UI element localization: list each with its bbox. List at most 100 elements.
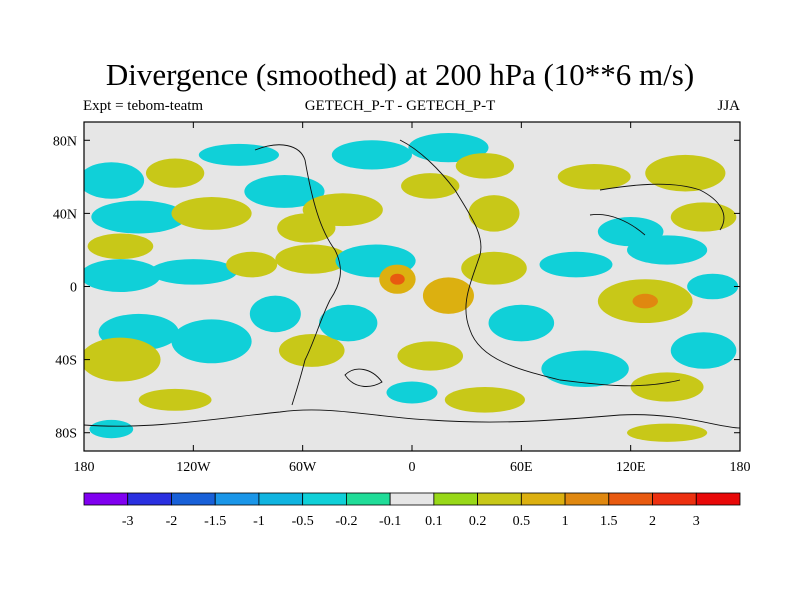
colorbar-label: -0.1 xyxy=(379,514,401,529)
colorbar: -3 -2 -1.5 -1 -0.5 -0.2 -0.1 0.1 0.2 0.5 1 1.5 2 3 xyxy=(83,492,741,529)
colorbar-box-6 xyxy=(345,492,391,506)
subtitle-season: JJA xyxy=(717,98,740,114)
field-region-5 xyxy=(171,196,252,230)
field-region-0 xyxy=(84,162,145,199)
field-region-1 xyxy=(145,158,205,188)
field-region-15 xyxy=(645,154,726,192)
east-continent-coastline xyxy=(599,183,725,231)
colorbar-box-1 xyxy=(127,492,172,506)
x-axis: 180 120W 60W 0 60E 120E 180 xyxy=(74,122,751,475)
field-region-40 xyxy=(541,350,629,388)
y-tick-label: 80N xyxy=(53,134,77,149)
x-tick-label: 180 xyxy=(74,460,95,475)
field-region-18 xyxy=(84,259,161,292)
colorbar-box-12 xyxy=(608,492,653,506)
field-region-45 xyxy=(386,381,438,404)
field-region-14 xyxy=(557,164,631,190)
field-region-21 xyxy=(275,244,349,274)
colorbar-label: -1.5 xyxy=(204,514,226,529)
x-tick-label: 120W xyxy=(176,460,211,475)
field-region-25 xyxy=(422,277,474,314)
colorbar-box-13 xyxy=(652,492,697,506)
colorbar-label: 2 xyxy=(649,514,656,529)
colorbar-label: 0.5 xyxy=(513,514,531,529)
field-region-8 xyxy=(302,193,383,227)
northeast-island-coastline xyxy=(589,214,646,236)
y-tick-label: 80S xyxy=(55,427,77,442)
field-region-10 xyxy=(408,132,489,163)
plot-area: 80N 40N 0 40S 80S 180 120W 60W 0 60E 120E 180 xyxy=(53,121,751,475)
colorbar-box-4 xyxy=(258,492,304,506)
y-tick-label: 40S xyxy=(55,354,77,369)
field-region-47 xyxy=(627,423,708,442)
colorbar-box-9 xyxy=(477,492,522,506)
antarctic-coastline xyxy=(84,409,740,429)
field-region-6 xyxy=(244,175,325,208)
field-region-26 xyxy=(461,251,527,285)
field-region-4 xyxy=(87,233,154,260)
central-continent-coastline xyxy=(399,139,681,387)
west-continent-coastline xyxy=(254,144,341,406)
subtitle-experiment: Expt = tebom-teatm xyxy=(83,98,204,114)
colorbar-label: -1 xyxy=(253,514,265,529)
field-region-12 xyxy=(455,153,515,179)
field-region-41 xyxy=(670,332,737,369)
x-tick-label: 180 xyxy=(730,460,751,475)
x-tick-label: 120E xyxy=(616,460,646,475)
field-region-36 xyxy=(278,334,345,367)
field-region-31 xyxy=(632,293,658,309)
chart-title: Divergence (smoothed) at 200 hPa (10**6 … xyxy=(105,57,695,92)
field-region-11 xyxy=(401,173,460,199)
field-region-24 xyxy=(390,273,405,285)
x-tick-label: 0 xyxy=(409,460,416,475)
colorbar-box-7 xyxy=(389,492,435,506)
colorbar-box-0 xyxy=(83,492,129,506)
field-region-33 xyxy=(84,337,161,382)
field-region-38 xyxy=(397,341,464,371)
colorbar-box-11 xyxy=(564,492,610,506)
colorbar-label: -3 xyxy=(122,514,134,529)
field-region-34 xyxy=(171,319,252,364)
field-region-2 xyxy=(198,143,279,166)
field-region-29 xyxy=(687,273,739,300)
field-region-35 xyxy=(249,295,301,333)
coastlines xyxy=(84,139,740,429)
subtitle-datasets: GETECH_P-T - GETECH_P-T xyxy=(304,98,496,114)
field-region-46 xyxy=(89,419,134,439)
x-tick-label: 60E xyxy=(510,460,533,475)
field-region-19 xyxy=(149,259,238,285)
colorbar-label: -2 xyxy=(166,514,178,529)
colorbar-label: -0.2 xyxy=(335,514,357,529)
colorbar-box-8 xyxy=(433,492,479,506)
colorbar-label: 0.1 xyxy=(425,514,443,529)
field-region-9 xyxy=(331,140,412,170)
field-region-13 xyxy=(468,195,520,232)
field-region-16 xyxy=(670,202,737,232)
colorbar-box-10 xyxy=(520,492,566,506)
colorbar-label: 3 xyxy=(693,514,700,529)
x-tick-label: 60W xyxy=(289,460,317,475)
y-axis: 80N 40N 0 40S 80S xyxy=(53,134,740,442)
field-region-20 xyxy=(226,251,278,278)
colorbar-box-2 xyxy=(171,492,216,506)
field-region-42 xyxy=(630,372,704,402)
y-tick-label: 0 xyxy=(70,281,77,296)
colorbar-box-14 xyxy=(695,492,741,506)
southern-island-coastline xyxy=(344,368,383,387)
y-tick-label: 40N xyxy=(53,207,77,222)
field-region-3 xyxy=(91,200,187,234)
colorbar-label: 0.2 xyxy=(469,514,487,529)
colorbar-label: 1 xyxy=(562,514,569,529)
colorbar-box-5 xyxy=(302,492,347,506)
divergence-field xyxy=(84,132,739,442)
colorbar-label: 1.5 xyxy=(600,514,618,529)
colorbar-box-3 xyxy=(214,492,260,506)
field-region-37 xyxy=(319,304,378,342)
field-region-39 xyxy=(488,304,555,342)
field-region-28 xyxy=(627,235,708,265)
field-region-27 xyxy=(539,251,613,278)
field-region-44 xyxy=(444,387,525,413)
colorbar-label: -0.5 xyxy=(292,514,314,529)
field-region-43 xyxy=(138,388,212,411)
